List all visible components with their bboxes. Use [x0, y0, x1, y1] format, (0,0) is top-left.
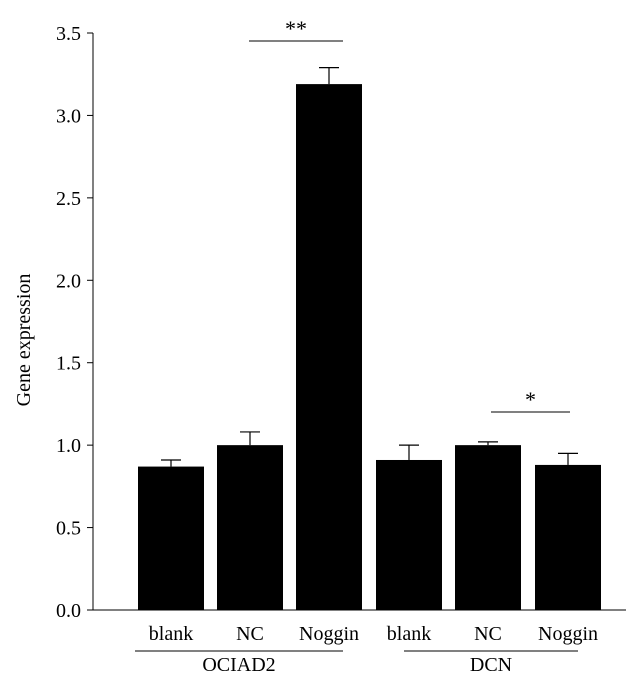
significance-markers: ***: [249, 16, 570, 413]
bar: [455, 445, 521, 610]
bar: [138, 466, 204, 610]
bar: [296, 84, 362, 610]
group-label: OCIAD2: [202, 654, 275, 676]
bar: [535, 464, 601, 610]
category-label: Noggin: [538, 623, 598, 645]
y-tick-label: 3.0: [56, 105, 81, 127]
significance-label: *: [525, 387, 536, 412]
bar: [376, 459, 442, 610]
y-tick-label: 1.0: [56, 435, 81, 457]
category-labels: blank NC Noggin blank NC Noggin: [149, 623, 598, 645]
category-label: NC: [236, 623, 264, 645]
category-label: Noggin: [299, 623, 359, 645]
category-label: blank: [387, 623, 431, 645]
category-label: NC: [474, 623, 502, 645]
y-tick-label: 2.5: [56, 188, 81, 210]
y-tick-label: 1.5: [56, 353, 81, 375]
significance-label: **: [285, 16, 307, 41]
y-axis-label: Gene expression: [13, 274, 35, 407]
y-tick-label: 0.0: [56, 600, 81, 622]
group-labels: OCIAD2 DCN: [135, 650, 578, 676]
category-label: blank: [149, 623, 193, 645]
y-tick-label: 3.5: [56, 23, 81, 45]
y-tick-label: 0.5: [56, 518, 81, 540]
bar: [217, 445, 283, 610]
y-axis: 0.0 0.5 1.0 1.5 2.0 2.5 3.0 3.5: [56, 23, 626, 622]
bars: [138, 84, 601, 610]
y-tick-label: 2.0: [56, 270, 81, 292]
error-bars: [161, 67, 578, 467]
group-label: DCN: [470, 654, 512, 676]
